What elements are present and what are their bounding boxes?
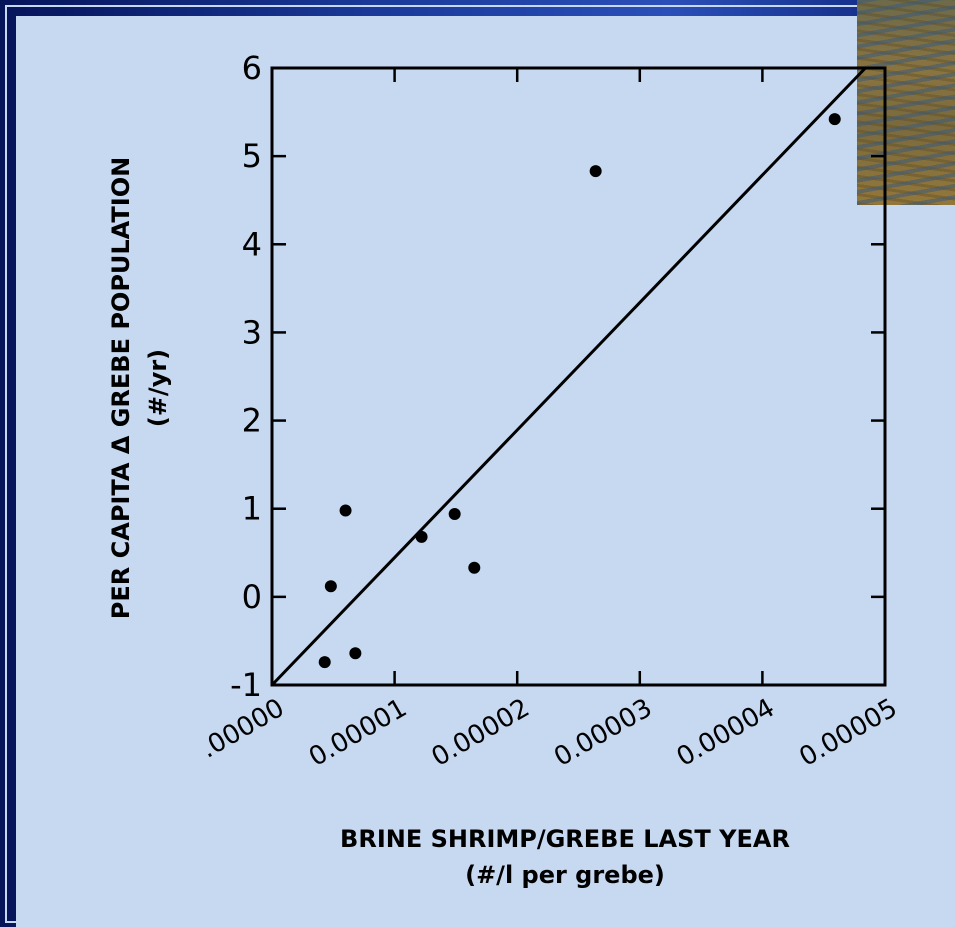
data-point [589, 165, 602, 178]
data-point [324, 580, 337, 593]
data-point [318, 656, 331, 669]
regression-line [270, 66, 867, 687]
y-tick-label: 1 [242, 490, 262, 528]
y-tick-label: 2 [242, 402, 262, 440]
y-tick-label: 5 [242, 137, 262, 175]
y-axis-units: (#/yr) [144, 349, 172, 427]
data-point [448, 508, 461, 521]
plot-frame [270, 66, 887, 687]
data-point [339, 504, 352, 517]
y-tick-label: 6 [242, 49, 262, 87]
y-tick-label: 3 [242, 313, 262, 351]
data-point [468, 561, 481, 574]
y-tick-label: 4 [242, 225, 262, 263]
y-tick-label: 0 [242, 578, 262, 616]
y-tick-label: -1 [230, 666, 262, 704]
lake-photo [857, 0, 955, 205]
chart-panel [16, 16, 955, 927]
x-tick-label: 0.00004 [672, 693, 780, 773]
x-tick-label: 0.00005 [794, 693, 902, 773]
data-point [415, 530, 428, 543]
x-tick-label: 0.00003 [549, 693, 657, 773]
y-axis-title: PER CAPITA Δ GREBE POPULATION [107, 157, 135, 619]
x-tick-label: 0.00001 [304, 693, 412, 773]
x-axis-units: (#/l per grebe) [465, 861, 665, 889]
x-tick-label: 0.00002 [427, 693, 535, 773]
chart-marks: .00000 0.00001 0.00002 0.00003 0.00004 0.0000… [196, 49, 903, 773]
data-point [349, 647, 362, 660]
x-axis-title: BRINE SHRIMP/GREBE LAST YEAR [340, 825, 790, 853]
data-point [828, 113, 841, 126]
